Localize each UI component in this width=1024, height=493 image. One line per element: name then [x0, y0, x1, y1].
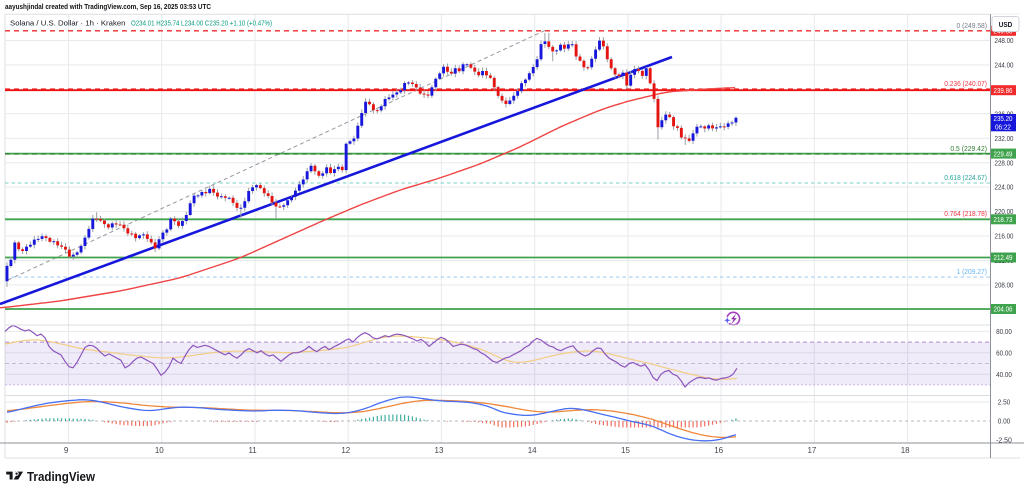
- svg-text:-2.50: -2.50: [996, 436, 1012, 445]
- svg-text:1 (209.27): 1 (209.27): [957, 267, 988, 276]
- svg-text:216.00: 216.00: [995, 232, 1014, 241]
- svg-text:17: 17: [807, 446, 816, 455]
- svg-text:220.00: 220.00: [995, 207, 1014, 216]
- svg-text:0.236 (240.07): 0.236 (240.07): [944, 79, 987, 88]
- svg-text:USD: USD: [999, 20, 1013, 29]
- svg-text:TradingView: TradingView: [27, 469, 96, 484]
- svg-text:14: 14: [528, 446, 537, 455]
- svg-text:15: 15: [621, 446, 630, 455]
- svg-text:204.06: 204.06: [994, 305, 1013, 314]
- svg-text:2.50: 2.50: [998, 398, 1011, 407]
- svg-text:248.00: 248.00: [995, 36, 1014, 45]
- svg-text:229.49: 229.49: [994, 149, 1013, 158]
- svg-text:18: 18: [901, 446, 910, 455]
- svg-text:244.00: 244.00: [995, 61, 1014, 70]
- svg-text:0 (249.58): 0 (249.58): [957, 21, 988, 30]
- svg-text:228.00: 228.00: [995, 158, 1014, 167]
- svg-text:06:22: 06:22: [995, 122, 1011, 131]
- svg-text:12: 12: [341, 446, 350, 455]
- svg-text:16: 16: [714, 446, 723, 455]
- svg-text:0.764 (218.78): 0.764 (218.78): [944, 209, 987, 218]
- svg-text:0.618 (224.67): 0.618 (224.67): [944, 173, 987, 182]
- svg-text:208.00: 208.00: [995, 281, 1014, 290]
- svg-text:60.00: 60.00: [996, 348, 1012, 357]
- svg-text:Solana / U.S. Dollar · 1h · Kr: Solana / U.S. Dollar · 1h · Kraken: [10, 19, 126, 28]
- svg-text:13: 13: [435, 446, 444, 455]
- svg-text:10: 10: [155, 446, 164, 455]
- svg-text:O234.01 H235.74 L234.00 C235.2: O234.01 H235.74 L234.00 C235.20 +1.10 (+…: [131, 19, 272, 28]
- svg-text:80.00: 80.00: [996, 327, 1012, 336]
- svg-text:40.00: 40.00: [996, 370, 1012, 379]
- svg-text:9: 9: [64, 446, 69, 455]
- svg-text:212.49: 212.49: [994, 253, 1013, 262]
- svg-text:236.00: 236.00: [995, 109, 1014, 118]
- svg-text:aayushjindal created with Trad: aayushjindal created with TradingView.co…: [5, 2, 211, 11]
- svg-text:0.00: 0.00: [998, 417, 1011, 426]
- svg-text:218.73: 218.73: [994, 215, 1013, 224]
- svg-text:235.20: 235.20: [994, 114, 1013, 123]
- svg-text:239.86: 239.86: [994, 86, 1013, 95]
- svg-text:232.00: 232.00: [995, 134, 1014, 143]
- svg-text:224.00: 224.00: [995, 183, 1014, 192]
- svg-text:11: 11: [248, 446, 257, 455]
- svg-text:0.5 (229.42): 0.5 (229.42): [950, 144, 987, 153]
